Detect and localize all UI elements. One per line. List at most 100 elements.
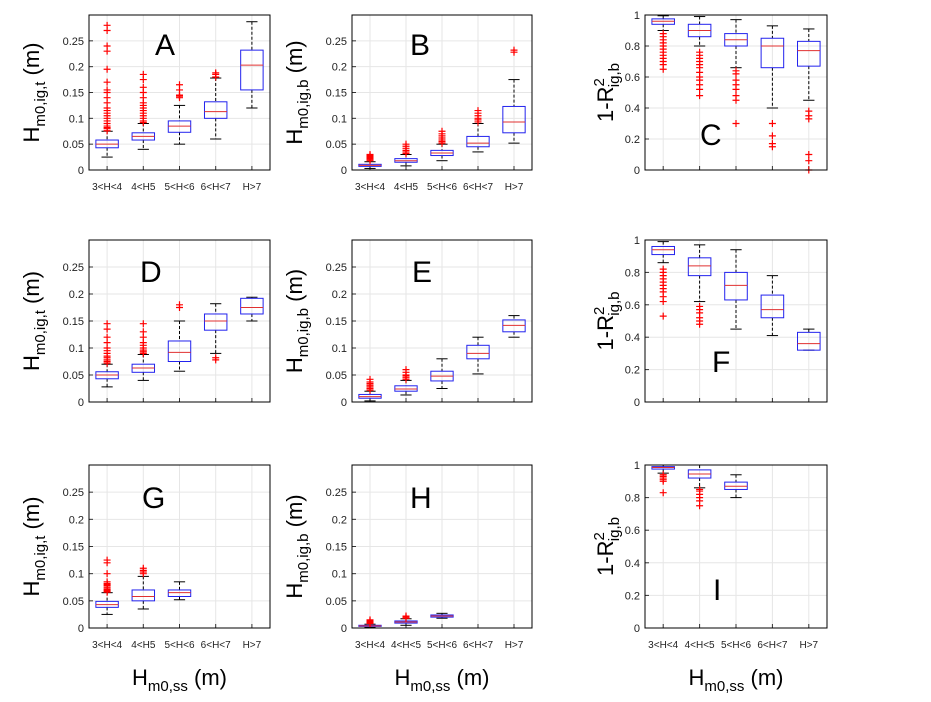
ylabel-unit: (m) [282,494,307,533]
ylabel-sup: 2 [591,78,608,86]
box-3<H<4 [651,15,675,73]
outlier-marker [212,354,220,362]
ylabel-pre: 1-R [593,541,618,576]
y-tick-label: 0.6 [625,72,640,84]
iqr-box [394,385,418,392]
panel-D: 0 0.05 0.1 0.15 0.2 0.25 D Hm0,ig,t (m) [19,239,271,409]
y-tick-label: 0.15 [63,316,84,328]
y-tick-label: 0.6 [625,300,640,312]
ylabel-sub: ig,b [606,517,623,541]
iqr-box [687,257,712,277]
y-axis-label: 1-R2ig,b [591,292,623,351]
y-tick-label: 1 [634,460,640,472]
panel-I: 0 0.2 0.4 0.6 0.8 1 3<H<4 4<H<5 5<H<6 6<H<7 H>7 I 1-… [591,460,828,651]
box-3<H<4 [651,241,675,320]
x-tick-label: H>7 [799,640,818,651]
iqr-box [466,135,490,148]
y-tick-label: 0 [78,165,84,177]
panel-letter: B [410,29,430,62]
box-3<H<4 [358,375,382,402]
iqr-box [651,245,675,256]
box-H>7 [502,315,526,338]
panel-letter: I [713,574,721,607]
xlabel-main: H [689,665,705,690]
outlier-marker [732,67,740,75]
outlier-marker [659,471,667,479]
box-4<H<5 [687,16,712,100]
x-tick-label: 5<H<6 [427,640,457,651]
iqr-box [797,331,821,351]
ylabel-pre: 1-R [593,315,618,350]
box-3<H<4 [358,616,382,628]
x-tick-label: H>7 [243,182,262,193]
y-tick-label: 0.2 [69,289,84,301]
y-tick-label: 0.2 [625,365,640,377]
ylabel-main: H [282,583,307,599]
y-tick-label: 0.15 [326,88,347,100]
box-3<H<4 [358,151,382,169]
box-4<H<5 [394,612,418,626]
outlier-marker [366,151,374,158]
iqr-box [203,313,228,331]
y-tick-label: 0.25 [326,36,347,48]
box-3<H<4 [95,320,119,388]
box-5<H<6 [724,19,748,127]
xlabel-sub: m0,ss [704,678,744,695]
box-6<H<7 [466,107,490,153]
x-tick-label: 5<H<6 [164,640,194,651]
iqr-box [203,101,228,119]
x-tick-label: 4<H5 [131,182,156,193]
y-tick-label: 0.2 [332,514,347,526]
panel-letter: F [712,346,730,379]
y-tick-label: 0.8 [625,493,640,505]
outlier-marker [732,76,740,84]
ylabel-sup: 2 [591,307,608,315]
outlier-marker [732,92,740,100]
y-tick-label: 0.1 [332,343,347,355]
x-tick-label: 4<H5 [394,182,419,193]
box-5<H<6 [167,301,192,372]
x-tick-label: 3<H<4 [355,640,385,651]
box-6<H<7 [203,303,228,364]
iqr-box [797,40,821,67]
iqr-box [240,49,264,91]
ylabel-sub: m0,ig,t [32,81,49,127]
outlier-marker [139,320,147,328]
y-axis-label: 1-R2ig,b [591,517,623,576]
y-tick-label: 0.8 [625,267,640,279]
ylabel-unit: (m) [282,269,307,308]
outlier-marker [696,302,704,310]
ylabel-main: H [282,129,307,145]
box-4<H5 [394,140,418,167]
y-axis-label: Hm0,ig,t (m) [19,271,49,371]
ylabel-unit: (m) [19,271,44,310]
outlier-marker [176,81,183,89]
panel-E: 0 0.05 0.1 0.15 0.2 0.25 E Hm0,ig,b (m) [282,239,533,409]
y-tick-label: 0.6 [625,525,640,537]
outlier-marker [402,612,410,620]
y-tick-label: 0.15 [326,316,347,328]
outlier-marker [659,489,667,497]
outlier-marker [805,107,813,115]
y-tick-label: 0 [78,397,84,409]
panel-letter: A [155,29,175,62]
box-6<H<7 [203,69,228,140]
ylabel-sub: m0,ig,b [295,308,312,357]
outlier-marker [402,366,410,374]
y-tick-label: 0.2 [69,62,84,74]
x-axis-label: Hm0,ss (m) [132,665,227,695]
ylabel-main: H [19,581,44,597]
ylabel-sub: m0,ig,t [32,535,49,581]
iqr-box [502,319,526,333]
outlier-marker [659,30,667,38]
y-axis-label: Hm0,ig,b (m) [282,40,312,144]
axes-frame [88,14,271,171]
xlabel-main: H [395,665,411,690]
ylabel-unit: (m) [19,43,44,82]
y-axis-label: Hm0,ig,t (m) [19,497,49,597]
panel-letter: H [410,482,432,515]
y-tick-label: 0 [634,165,640,177]
outlier-marker [103,78,111,86]
y-tick-label: 0.25 [63,36,84,48]
